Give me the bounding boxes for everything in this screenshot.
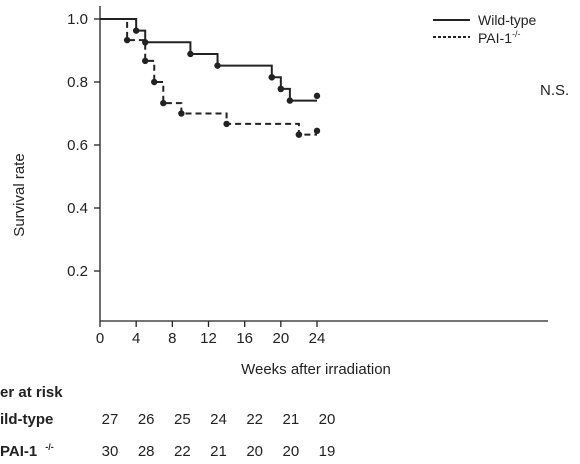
risk-value-pai1: 30	[102, 443, 119, 460]
series-wildtype-marker	[132, 27, 140, 34]
y-tick-label: 1.0	[67, 11, 88, 28]
risk-value-wildtype: 27	[102, 411, 119, 428]
y-axis-ticks: 0.2 0.4 0.6 0.8 1.0	[67, 11, 100, 280]
risk-value-wildtype: 20	[319, 411, 336, 428]
series-pai1-marker	[313, 127, 321, 135]
risk-row-label-pai1-text: PAI-1	[0, 443, 37, 460]
x-tick-label: 16	[236, 330, 253, 347]
risk-value-pai1: 21	[210, 443, 227, 460]
series-wildtype-marker	[286, 97, 294, 104]
y-axis-label: Survival rate	[11, 153, 28, 236]
series-pai1-marker	[295, 131, 303, 138]
risk-row-label-pai1: PAI-1 -/-	[0, 442, 54, 460]
series-wildtype-marker	[187, 50, 194, 58]
series-wildtype-marker	[277, 85, 285, 93]
risk-row-label-pai1-sup: -/-	[45, 442, 54, 452]
x-tick-label: 12	[200, 330, 217, 347]
series-pai1-marker	[223, 120, 230, 128]
series-wildtype-marker	[268, 74, 275, 81]
risk-value-pai1: 20	[246, 443, 263, 460]
risk-value-pai1: 28	[138, 443, 155, 460]
legend-label-wildtype: Wild-type	[478, 12, 537, 28]
legend-label-pai1: PAI-1-/-	[478, 29, 520, 46]
series-layer	[100, 18, 321, 138]
series-pai1-marker	[142, 57, 149, 65]
x-axis-ticks: 0 4 8 12 16 20 24	[96, 321, 326, 347]
risk-table: er at risk ild-type PAI-1 -/- 27 26 25 24 22 2…	[0, 384, 335, 460]
series-pai1-line	[100, 18, 317, 136]
risk-table-title: er at risk	[0, 384, 63, 401]
risk-value-wildtype: 24	[210, 411, 227, 428]
legend-label-pai1-sup: -/-	[512, 29, 521, 39]
y-tick-label: 0.4	[67, 200, 88, 217]
plot-axes	[99, 6, 548, 322]
y-tick-label: 0.2	[67, 263, 88, 280]
x-tick-label: 4	[132, 330, 140, 347]
series-wildtype-marker	[214, 62, 221, 69]
x-tick-label: 8	[168, 330, 176, 347]
x-tick-label: 0	[96, 330, 104, 347]
risk-value-pai1: 22	[174, 443, 191, 460]
series-pai1-marker	[160, 99, 167, 107]
risk-value-wildtype: 22	[246, 411, 263, 428]
risk-table-values: 27 26 25 24 22 21 20 30 28 22 21 20 20 19	[102, 411, 336, 460]
x-tick-label: 20	[272, 330, 289, 347]
series-pai1-marker	[151, 78, 158, 86]
series-wildtype-marker	[313, 92, 321, 100]
legend: Wild-type PAI-1-/-	[433, 12, 537, 46]
risk-value-pai1: 19	[319, 443, 336, 460]
y-tick-label: 0.6	[67, 137, 88, 154]
series-pai1-marker	[123, 36, 131, 44]
risk-row-label-wildtype: ild-type	[0, 411, 53, 428]
legend-label-pai1-text: PAI-1	[478, 30, 512, 46]
y-tick-label: 0.8	[67, 74, 88, 91]
risk-value-wildtype: 25	[174, 411, 191, 428]
x-axis-label: Weeks after irradiation	[241, 361, 391, 378]
risk-value-pai1: 20	[282, 443, 299, 460]
annotation-ns: N.S.	[540, 82, 569, 99]
series-wildtype-line	[100, 18, 317, 102]
x-tick-label: 24	[309, 330, 326, 347]
risk-value-wildtype: 21	[282, 411, 299, 428]
risk-value-wildtype: 26	[138, 411, 155, 428]
series-pai1-marker	[178, 110, 185, 117]
